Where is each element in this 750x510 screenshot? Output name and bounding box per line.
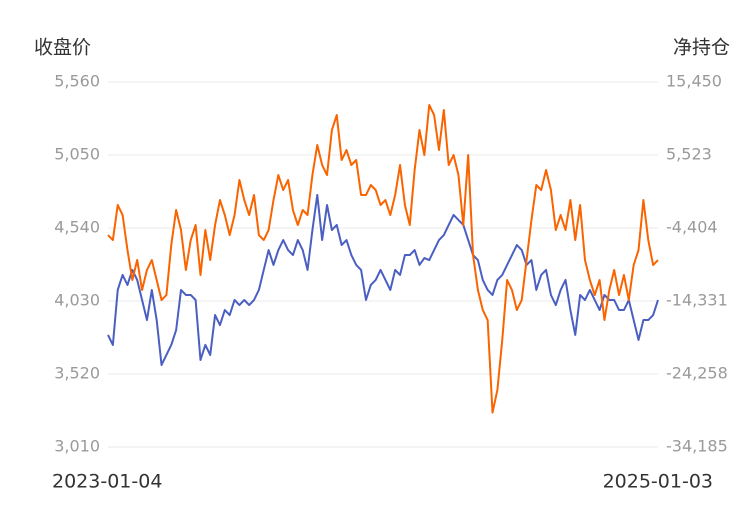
- y-tick-label: 5,560: [54, 72, 100, 91]
- y2-axis-title: 净持仓: [673, 37, 730, 59]
- y2-tick-label: -24,258: [666, 364, 728, 383]
- y-tick-label: 3,520: [54, 364, 100, 383]
- series-line: [107, 193, 659, 366]
- y2-tick-label: -4,404: [666, 218, 718, 237]
- y-axis-title: 收盘价: [34, 37, 91, 59]
- y-tick-label: 4,030: [54, 291, 100, 310]
- x-tick-label: 2025-01-03: [603, 471, 713, 493]
- y2-tick-label: -14,331: [666, 291, 728, 310]
- y-tick-label: 4,540: [54, 218, 100, 237]
- y2-tick-label: -34,185: [666, 437, 728, 456]
- x-tick-label: 2023-01-04: [52, 471, 162, 493]
- y2-tick-label: 15,450: [666, 72, 722, 91]
- y2-tick-label: 5,523: [666, 145, 712, 164]
- y-tick-label: 3,010: [54, 437, 100, 456]
- y-tick-label: 5,050: [54, 145, 100, 164]
- series-line: [107, 104, 659, 414]
